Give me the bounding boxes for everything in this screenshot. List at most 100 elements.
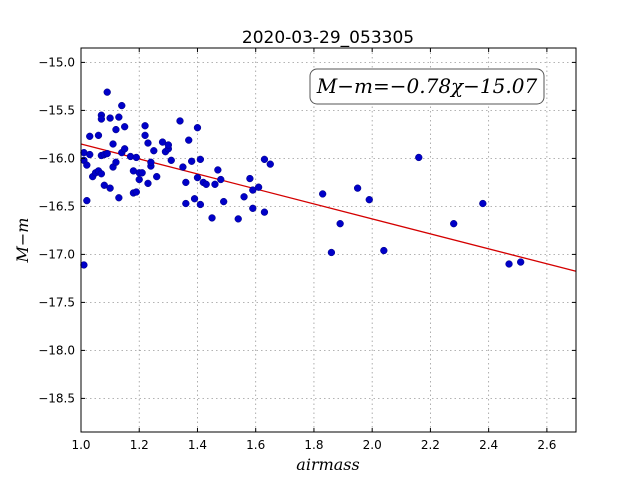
data-point bbox=[479, 199, 487, 208]
data-point bbox=[94, 131, 103, 140]
plot-frame bbox=[80, 47, 577, 433]
data-point bbox=[150, 147, 158, 155]
data-point bbox=[193, 124, 202, 132]
data-point bbox=[86, 132, 94, 140]
x-tick-label: 1.8 bbox=[304, 438, 323, 452]
data-point bbox=[249, 186, 257, 194]
data-point bbox=[202, 180, 210, 188]
data-point bbox=[158, 138, 167, 146]
data-point bbox=[135, 175, 143, 184]
data-point bbox=[185, 136, 193, 144]
data-point bbox=[196, 200, 205, 209]
y-tick-label: −18.5 bbox=[38, 391, 75, 405]
fit-annotation: M−m=−0.78χ−15.07 bbox=[309, 68, 545, 105]
data-point bbox=[121, 145, 129, 153]
data-point bbox=[141, 131, 149, 140]
data-point bbox=[182, 178, 190, 187]
data-point bbox=[115, 194, 123, 202]
x-tick-label: 2.2 bbox=[421, 438, 440, 452]
y-tick-labels: −15.0 −15.5 −16.0 −16.5 −17.0 −17.5 −18.0 −18.5 bbox=[38, 55, 75, 405]
x-tick-label: 2.6 bbox=[537, 438, 556, 452]
data-point bbox=[106, 184, 114, 192]
fit-line-group bbox=[80, 143, 577, 272]
data-point bbox=[132, 153, 140, 162]
data-point bbox=[83, 196, 91, 205]
data-point bbox=[266, 160, 274, 168]
data-point bbox=[234, 215, 242, 223]
data-point bbox=[246, 174, 254, 183]
y-tick-label: −17.0 bbox=[38, 247, 75, 261]
fit-line bbox=[80, 143, 577, 272]
data-point bbox=[517, 258, 525, 266]
data-point bbox=[80, 261, 88, 269]
data-point bbox=[208, 214, 216, 222]
x-tick-label: 1.0 bbox=[71, 438, 90, 452]
y-tick-label: −15.5 bbox=[38, 103, 75, 117]
axis-ticks bbox=[80, 48, 576, 432]
y-axis-label: M−m bbox=[13, 218, 32, 264]
data-point bbox=[100, 181, 108, 189]
data-point bbox=[103, 88, 111, 96]
data-point bbox=[214, 166, 222, 174]
data-point bbox=[193, 173, 202, 182]
data-point bbox=[167, 156, 175, 164]
data-point bbox=[144, 179, 152, 188]
x-tick-label: 2.4 bbox=[479, 438, 498, 452]
data-point bbox=[112, 125, 120, 134]
data-point bbox=[365, 196, 373, 204]
data-point bbox=[179, 163, 187, 171]
data-point bbox=[240, 193, 248, 201]
x-axis-label: airmass bbox=[296, 455, 359, 474]
data-point bbox=[164, 141, 173, 149]
data-point bbox=[260, 155, 269, 164]
x-tick-labels: 1.0 1.2 1.4 1.6 1.8 2.0 2.2 2.4 2.6 bbox=[71, 438, 556, 452]
x-tick-label: 1.4 bbox=[188, 438, 207, 452]
data-point bbox=[112, 158, 120, 166]
data-point bbox=[319, 190, 327, 198]
data-point bbox=[141, 122, 149, 130]
data-point bbox=[182, 199, 190, 208]
data-point bbox=[138, 169, 146, 177]
y-tick-label: −15.0 bbox=[38, 55, 75, 69]
data-point bbox=[220, 197, 228, 206]
data-point bbox=[353, 184, 362, 192]
data-point bbox=[97, 115, 106, 123]
data-point bbox=[217, 175, 225, 184]
data-point bbox=[380, 246, 388, 255]
data-point bbox=[260, 208, 269, 216]
data-point bbox=[132, 188, 140, 196]
data-point bbox=[118, 101, 126, 110]
data-point bbox=[327, 248, 336, 257]
data-point bbox=[211, 180, 219, 188]
fit-annotation-box bbox=[309, 68, 545, 105]
data-point bbox=[109, 140, 117, 148]
chart-title: 2020-03-29_053305 bbox=[242, 28, 414, 48]
data-point bbox=[83, 161, 91, 169]
data-point bbox=[121, 123, 129, 131]
data-point bbox=[450, 220, 458, 228]
data-point bbox=[196, 155, 205, 164]
data-point bbox=[254, 183, 263, 191]
data-point bbox=[115, 113, 123, 121]
data-point bbox=[336, 220, 344, 228]
x-tick-label: 1.2 bbox=[130, 438, 149, 452]
data-point bbox=[187, 157, 196, 165]
data-point bbox=[147, 158, 155, 166]
x-tick-label: 1.6 bbox=[246, 438, 265, 452]
data-point bbox=[153, 172, 161, 181]
data-point bbox=[415, 153, 423, 162]
data-points bbox=[80, 88, 525, 269]
y-tick-label: −16.0 bbox=[38, 151, 75, 165]
data-point bbox=[249, 204, 257, 212]
y-tick-label: −17.5 bbox=[38, 295, 75, 309]
y-tick-label: −18.0 bbox=[38, 343, 75, 357]
data-point bbox=[97, 170, 106, 178]
data-point bbox=[190, 195, 199, 203]
grid bbox=[80, 48, 576, 432]
x-tick-label: 2.0 bbox=[363, 438, 382, 452]
data-point bbox=[144, 139, 152, 147]
data-point bbox=[505, 260, 513, 268]
fit-equation: M−m=−0.78χ−15.07 bbox=[316, 74, 538, 98]
y-tick-label: −16.5 bbox=[38, 199, 75, 213]
